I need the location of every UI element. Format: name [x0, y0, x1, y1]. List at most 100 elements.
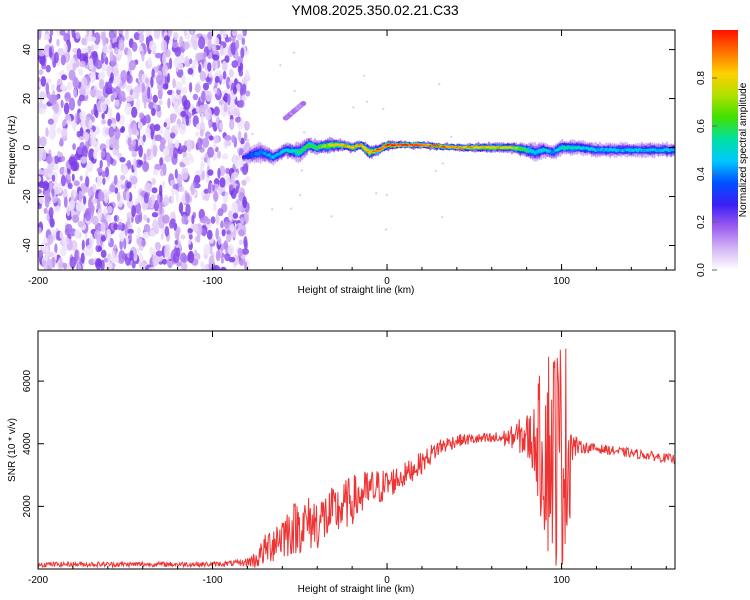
colorbar-tick-label: 0.2 — [696, 215, 707, 229]
spectrogram-noise-cell — [38, 136, 41, 149]
spectrogram-noise-cell — [146, 183, 153, 189]
spectrogram-noise-cell — [53, 101, 60, 114]
spectrogram-noise-cell — [97, 208, 102, 222]
spectrogram-noise-cell — [213, 88, 218, 95]
spectrogram-noise-cell — [73, 180, 80, 187]
spectrogram-noise-cell — [148, 266, 156, 270]
spectrogram-noise-cell — [45, 245, 50, 258]
spectrogram-noise-cell — [78, 68, 84, 76]
spectrogram-noise-cell — [203, 60, 209, 71]
spectrogram-noise-cell — [100, 150, 106, 158]
spectrogram-noise-cell — [41, 149, 47, 161]
snr-y-label: SNR (10 * v/v) — [7, 418, 18, 482]
spectrogram-noise-cell — [45, 64, 51, 73]
spectrogram-noise-cell — [222, 195, 227, 203]
spectrogram-noise-cell — [179, 35, 184, 47]
spectrogram-noise-cell — [207, 158, 211, 168]
spectrogram-noise-cell — [65, 223, 73, 234]
spectrogram-noise-cell — [173, 147, 178, 159]
spectrogram-noise-cell — [38, 181, 46, 189]
spectrogram-noise-cell — [77, 146, 83, 155]
spectrogram-noise-cell — [88, 134, 96, 147]
spectrogram-noise-cell — [59, 246, 67, 257]
spectrogram-noise-cell — [212, 45, 217, 52]
spectrogram-noise-cell — [231, 60, 239, 68]
spectrogram-noise-cell — [231, 35, 236, 43]
spectrogram-noise-cell — [182, 41, 190, 50]
spectrogram-y-tick-label: 40 — [22, 44, 33, 56]
spectrogram-noise-cell — [105, 261, 113, 270]
spectrogram-noise-cell — [44, 197, 50, 208]
spectrogram-noise-cell — [213, 190, 219, 202]
spectrogram-noise-cell — [93, 150, 98, 160]
spectrogram-noise-cell — [201, 90, 206, 103]
spectrogram-noise-cell — [96, 167, 103, 173]
spectrogram-noise-cell — [223, 240, 229, 251]
spectrogram-noise-cell — [38, 227, 42, 234]
spectrogram-noise-cell — [199, 129, 204, 137]
spectrogram-noise-cell — [86, 161, 94, 173]
spectrogram-noise-cell — [49, 182, 53, 191]
spectrogram-noise-cell — [41, 260, 47, 266]
snr-panel: -200 -100 0 100 2000 4000 6000 Height of stra… — [7, 330, 676, 595]
spectrogram-noise-cell — [382, 107, 385, 111]
spectrogram-noise-cell — [207, 146, 215, 158]
spectrogram-noise-cell — [98, 78, 105, 90]
spectrogram-noise-cell — [302, 131, 306, 134]
snr-x-ticks: -200 -100 0 100 — [28, 331, 667, 586]
spectrogram-noise-cell — [240, 217, 245, 225]
snr-line-group — [38, 348, 675, 569]
spectrogram-noise-cell — [63, 43, 68, 54]
spectrogram-noise-cell — [190, 183, 195, 195]
spectrogram-noise-cell — [202, 228, 207, 237]
spectrogram-noise-cell — [271, 208, 274, 211]
spectrogram-noise-cell — [68, 200, 75, 210]
spectrogram-noise-cell — [103, 207, 107, 216]
spectrogram-noise-cell — [100, 249, 107, 258]
spectrogram-noise-cell — [72, 77, 80, 89]
spectrogram-noise-cell — [47, 162, 54, 174]
spectrogram-noise-cell — [202, 137, 210, 148]
spectrogram-noise-cell — [133, 158, 137, 171]
spectrogram-noise-cell — [385, 193, 388, 197]
spectrogram-noise-cell — [200, 112, 205, 123]
spectrogram-y-tick-label: -40 — [22, 238, 33, 253]
spectrogram-noise-cell — [100, 235, 106, 242]
spectrogram-noise-cell — [157, 84, 162, 90]
spectrogram-ridge-cell — [382, 146, 387, 148]
spectrogram-noise-cell — [218, 75, 224, 81]
spectrogram-noise-cell — [148, 56, 152, 67]
spectrogram-noise-cell — [227, 93, 231, 106]
colorbar-tick-label: 0.4 — [696, 167, 707, 181]
spectrogram-ridge-cell — [346, 145, 351, 148]
chart-title: YM08.2025.350.02.21.C33 — [291, 2, 459, 18]
spectrogram-noise-cell — [235, 83, 241, 93]
spectrogram-noise-cell — [228, 36, 232, 42]
spectrogram-noise-cell — [159, 157, 164, 166]
spectrogram-noise-cell — [240, 137, 245, 145]
spectrogram-noise-cell — [217, 167, 221, 179]
spectrogram-noise-cell — [103, 257, 108, 263]
spectrogram-noise-cell — [178, 202, 184, 214]
spectrogram-noise-cell — [154, 134, 162, 142]
spectrogram-noise-cell — [91, 115, 95, 123]
spectrogram-noise-cell — [79, 53, 87, 64]
spectrogram-y-label: Frequency (Hz) — [7, 116, 18, 185]
spectrogram-noise-cell — [88, 188, 92, 197]
spectrogram-noise-cell — [119, 238, 123, 251]
spectrogram-noise-cell — [174, 139, 180, 149]
spectrogram-noise-cell — [126, 181, 132, 189]
spectrogram-ridge-cell — [510, 147, 514, 150]
spectrogram-noise-cell — [292, 51, 296, 54]
spectrogram-noise-cell — [78, 94, 85, 102]
spectrogram-noise-cell — [116, 191, 121, 202]
spectrogram-noise-cell — [48, 127, 56, 140]
spectrogram-noise-cell — [213, 265, 221, 270]
spectrogram-noise-cell — [214, 37, 220, 46]
spectrogram-noise-cell — [111, 250, 115, 263]
spectrogram-noise-cell — [60, 174, 66, 187]
spectrogram-noise-cell — [88, 58, 94, 70]
spectrogram-noise-cell — [89, 128, 93, 136]
spectrogram-noise-cell — [300, 169, 303, 172]
